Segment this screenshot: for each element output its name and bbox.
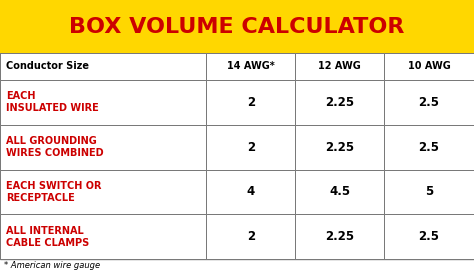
Text: 4.5: 4.5 bbox=[329, 185, 350, 198]
FancyBboxPatch shape bbox=[206, 80, 295, 125]
Text: 10 AWG: 10 AWG bbox=[408, 62, 450, 71]
Text: Conductor Size: Conductor Size bbox=[6, 62, 89, 71]
Text: 2: 2 bbox=[246, 230, 255, 243]
FancyBboxPatch shape bbox=[206, 125, 295, 169]
FancyBboxPatch shape bbox=[0, 0, 474, 53]
FancyBboxPatch shape bbox=[0, 169, 206, 214]
FancyBboxPatch shape bbox=[206, 169, 295, 214]
Text: 2.5: 2.5 bbox=[419, 140, 439, 154]
FancyBboxPatch shape bbox=[384, 80, 474, 125]
FancyBboxPatch shape bbox=[295, 125, 384, 169]
FancyBboxPatch shape bbox=[384, 125, 474, 169]
FancyBboxPatch shape bbox=[0, 214, 206, 259]
Text: 5: 5 bbox=[425, 185, 433, 198]
Text: BOX VOLUME CALCULATOR: BOX VOLUME CALCULATOR bbox=[69, 17, 405, 36]
FancyBboxPatch shape bbox=[0, 125, 206, 169]
Text: 2.5: 2.5 bbox=[419, 230, 439, 243]
Text: 2.5: 2.5 bbox=[419, 96, 439, 109]
FancyBboxPatch shape bbox=[295, 80, 384, 125]
FancyBboxPatch shape bbox=[295, 53, 384, 80]
Text: EACH SWITCH OR
RECEPTACLE: EACH SWITCH OR RECEPTACLE bbox=[6, 181, 101, 203]
FancyBboxPatch shape bbox=[206, 214, 295, 259]
FancyBboxPatch shape bbox=[0, 53, 206, 80]
Text: * American wire gauge: * American wire gauge bbox=[4, 261, 100, 270]
Text: 2.25: 2.25 bbox=[325, 140, 355, 154]
FancyBboxPatch shape bbox=[0, 80, 206, 125]
Text: 12 AWG: 12 AWG bbox=[319, 62, 361, 71]
Text: 2.25: 2.25 bbox=[325, 96, 355, 109]
FancyBboxPatch shape bbox=[384, 169, 474, 214]
Text: 2.25: 2.25 bbox=[325, 230, 355, 243]
FancyBboxPatch shape bbox=[0, 53, 474, 259]
FancyBboxPatch shape bbox=[384, 214, 474, 259]
Text: 4: 4 bbox=[246, 185, 255, 198]
Text: 2: 2 bbox=[246, 96, 255, 109]
Text: EACH
INSULATED WIRE: EACH INSULATED WIRE bbox=[6, 91, 99, 113]
Text: ALL INTERNAL
CABLE CLAMPS: ALL INTERNAL CABLE CLAMPS bbox=[6, 226, 89, 248]
Text: 2: 2 bbox=[246, 140, 255, 154]
FancyBboxPatch shape bbox=[206, 53, 295, 80]
Text: ALL GROUNDING
WIRES COMBINED: ALL GROUNDING WIRES COMBINED bbox=[6, 136, 103, 158]
FancyBboxPatch shape bbox=[295, 214, 384, 259]
FancyBboxPatch shape bbox=[295, 169, 384, 214]
Text: 14 AWG*: 14 AWG* bbox=[227, 62, 274, 71]
FancyBboxPatch shape bbox=[384, 53, 474, 80]
